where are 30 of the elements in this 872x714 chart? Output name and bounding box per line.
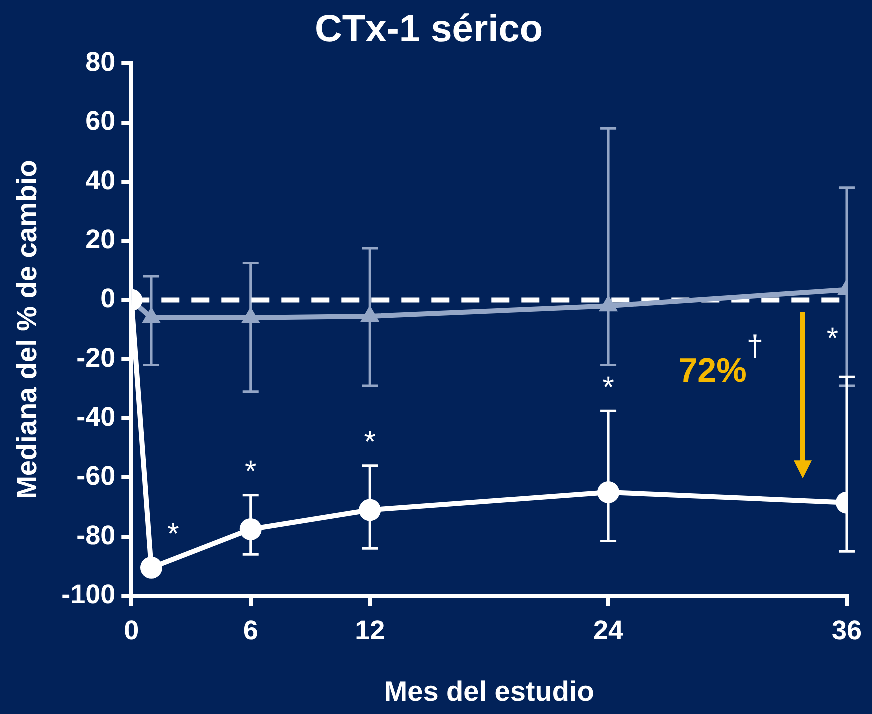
y-tick-label: -40 xyxy=(76,402,116,432)
x-axis-title: Mes del estudio xyxy=(384,676,594,707)
x-tick-label: 0 xyxy=(124,616,140,646)
y-tick-label: 40 xyxy=(86,165,116,196)
y-tick-label: 80 xyxy=(86,47,116,78)
y-tick-label: -20 xyxy=(76,342,116,373)
y-tick-label: 20 xyxy=(86,224,116,255)
point xyxy=(359,499,382,522)
y-tick-label: -60 xyxy=(76,461,116,492)
point xyxy=(241,306,260,324)
y-tick-label: 0 xyxy=(100,284,116,314)
point xyxy=(140,556,163,579)
point xyxy=(360,305,380,322)
annotation: 72%† xyxy=(678,330,764,390)
annotation: * xyxy=(364,426,376,460)
annotation: * xyxy=(245,456,258,489)
y-tick-label: -100 xyxy=(62,579,116,610)
chart-title: CTx-1 sérico xyxy=(314,8,544,50)
annotation: * xyxy=(168,518,180,552)
annotation: * xyxy=(602,371,615,404)
annotation: * xyxy=(826,322,839,356)
y-tick-label: -80 xyxy=(76,520,116,550)
y-tick-label: 60 xyxy=(86,106,116,136)
point xyxy=(240,518,262,540)
x-tick-label: 36 xyxy=(832,616,862,646)
point xyxy=(142,306,162,324)
x-tick-label: 24 xyxy=(594,616,624,646)
y-axis-title: Mediana del % de cambio xyxy=(12,160,43,500)
x-tick-label: 12 xyxy=(355,616,386,646)
x-tick-label: 6 xyxy=(243,616,258,646)
